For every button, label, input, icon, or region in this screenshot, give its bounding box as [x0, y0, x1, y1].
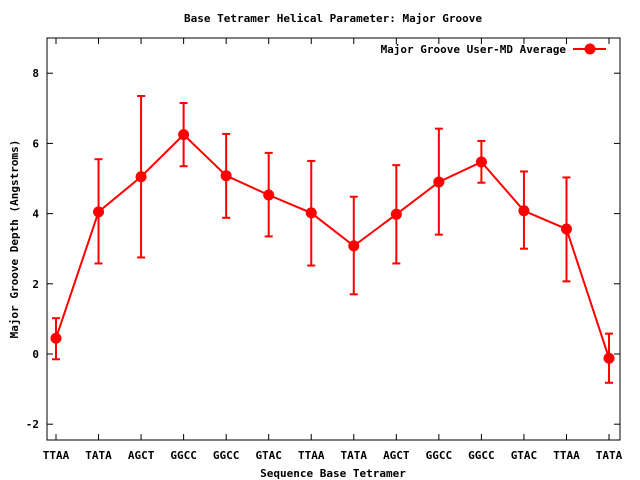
data-point — [475, 156, 487, 168]
data-point — [560, 223, 572, 235]
data-point — [263, 189, 275, 201]
data-point — [220, 170, 232, 182]
chart-title: Base Tetramer Helical Parameter: Major G… — [184, 12, 482, 25]
x-axis-ticks: TTAA TATA AGCT GGCC GGCC GTAC TTAA TATA AGCT GGCC… — [43, 38, 623, 462]
plot-frame — [46, 37, 621, 441]
data-point — [390, 208, 402, 220]
data-point — [518, 205, 530, 217]
y-tick-label: 6 — [32, 137, 39, 150]
y-tick-label: 4 — [32, 208, 39, 221]
y-axis-ticks: -2 0 2 4 6 8 — [26, 67, 620, 431]
y-tick-label: 2 — [32, 278, 39, 291]
x-tick-label: GGCC — [426, 449, 453, 462]
series-layer — [50, 95, 615, 384]
legend-marker-swatch — [584, 43, 596, 55]
data-point — [603, 352, 615, 364]
x-tick-label: GGCC — [170, 449, 197, 462]
y-tick-label: -2 — [26, 418, 39, 431]
legend: Major Groove User-MD Average — [381, 43, 606, 56]
x-tick-label: GGCC — [468, 449, 495, 462]
x-tick-label: TATA — [85, 449, 112, 462]
x-tick-label: GTAC — [511, 449, 538, 462]
y-tick-label: 0 — [32, 348, 39, 361]
data-point — [93, 206, 105, 218]
data-point — [305, 207, 317, 219]
x-tick-label: GGCC — [213, 449, 240, 462]
x-axis-label: Sequence Base Tetramer — [260, 467, 406, 480]
x-tick-label: TTAA — [43, 449, 70, 462]
data-point — [433, 176, 445, 188]
y-axis-label: Major Groove Depth (Angstroms) — [8, 140, 21, 339]
y-tick-label: 8 — [32, 67, 39, 80]
data-point — [135, 171, 147, 183]
data-point — [178, 129, 190, 141]
data-point — [348, 240, 360, 252]
x-tick-label: GTAC — [255, 449, 282, 462]
data-point — [50, 332, 62, 344]
x-tick-label: TTAA — [298, 449, 325, 462]
x-tick-label: AGCT — [128, 449, 155, 462]
x-tick-label: AGCT — [383, 449, 410, 462]
x-tick-label: TATA — [341, 449, 368, 462]
x-tick-label: TTAA — [553, 449, 580, 462]
x-tick-label: TATA — [596, 449, 623, 462]
series-line — [55, 133, 610, 359]
legend-label: Major Groove User-MD Average — [381, 43, 567, 56]
